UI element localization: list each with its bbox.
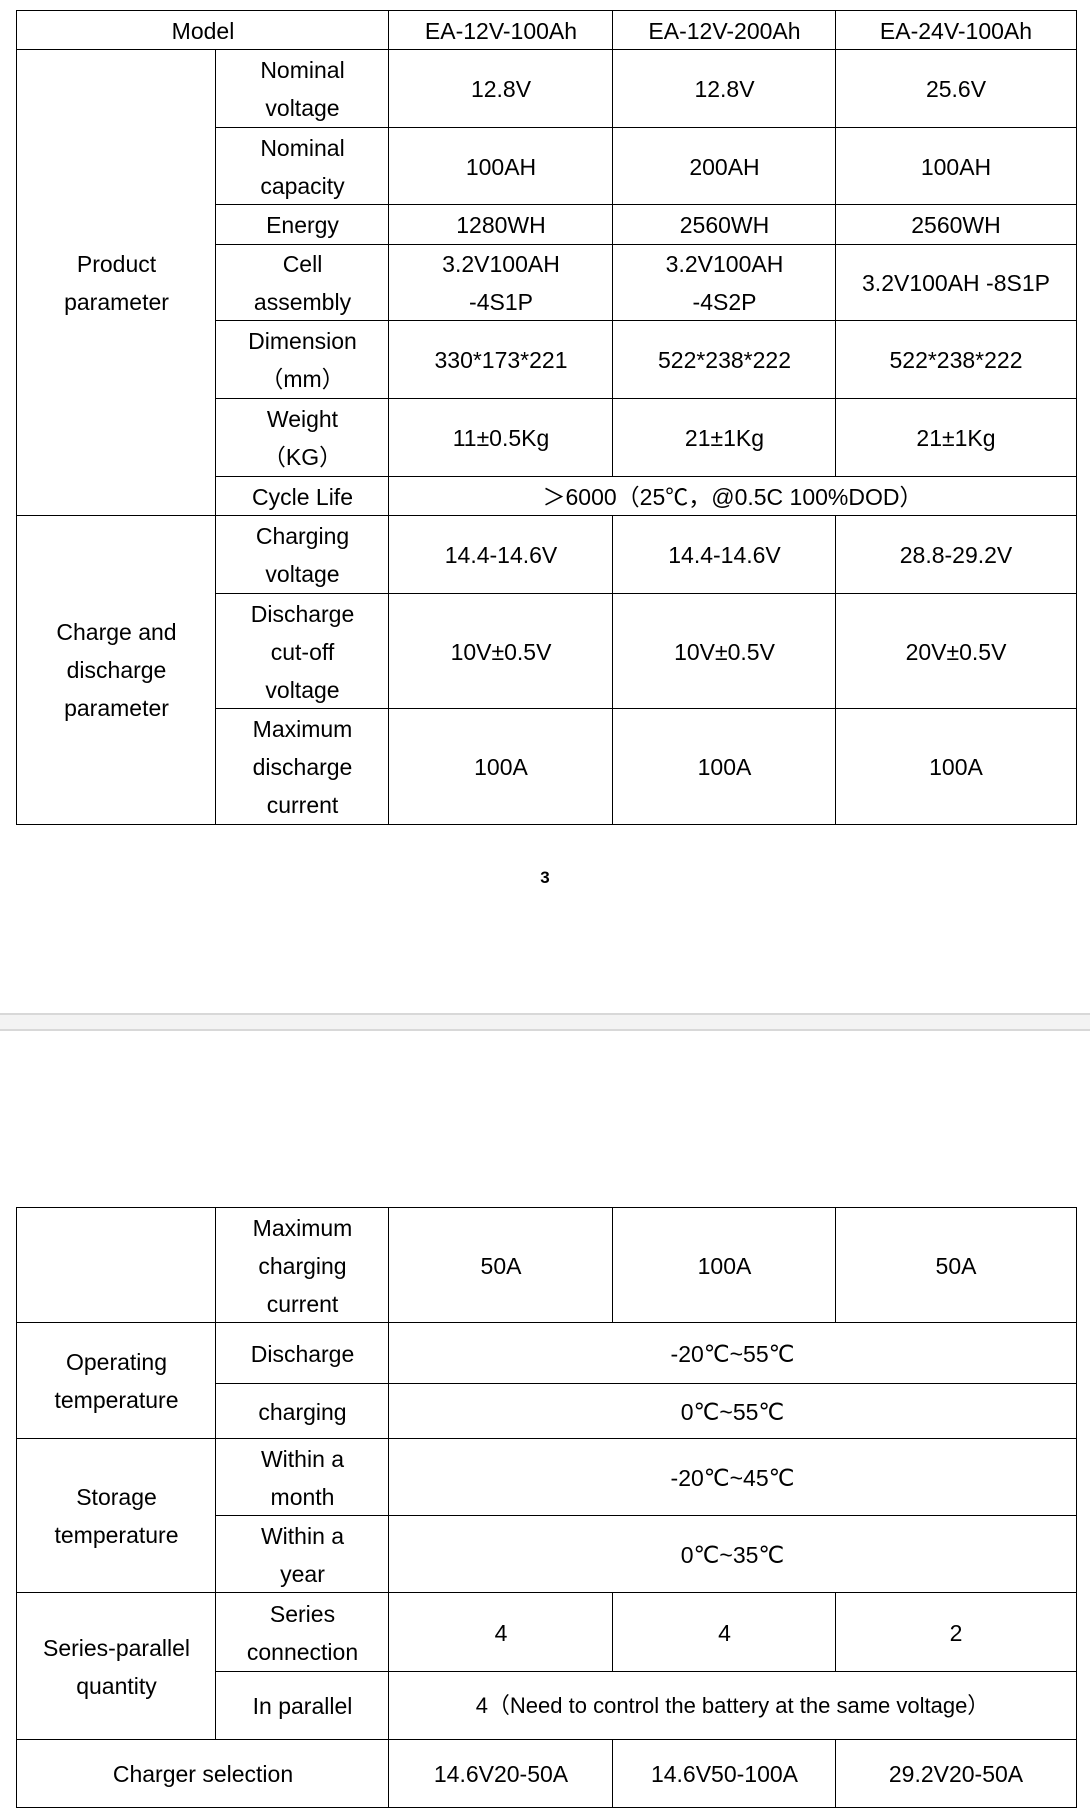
row-label: Within a month xyxy=(215,1438,390,1517)
row-label: Within a year xyxy=(215,1515,390,1594)
group-operating-temperature: Operating temperature xyxy=(16,1322,217,1440)
cell: 11±0.5Kg xyxy=(388,398,614,478)
cell: 10V±0.5V xyxy=(612,593,837,710)
header-model-1: EA-12V-100Ah xyxy=(388,10,614,51)
row-label: In parallel xyxy=(215,1671,390,1741)
row-label: Series connection xyxy=(215,1592,390,1673)
header-model: Model xyxy=(16,10,390,51)
cell: -20℃~55℃ xyxy=(388,1322,1077,1385)
page-number: 3 xyxy=(540,868,550,887)
cell: 14.6V50-100A xyxy=(612,1739,837,1808)
cell: 1280WH xyxy=(388,204,614,246)
cell: 100AH xyxy=(835,127,1077,206)
cycle-life-value: ＞6000（25℃，@0.5C 100%DOD） xyxy=(388,476,1077,517)
row-label-charger: Charger selection xyxy=(16,1739,390,1808)
cell: 0℃~35℃ xyxy=(388,1515,1077,1594)
cell: 14.6V20-50A xyxy=(388,1739,614,1808)
cell: 2560WH xyxy=(835,204,1077,246)
cell: 21±1Kg xyxy=(612,398,837,478)
cell: 20V±0.5V xyxy=(835,593,1077,710)
row-label: Dimension （mm） xyxy=(215,320,390,400)
cell: 12.8V xyxy=(612,49,837,129)
cell: 10V±0.5V xyxy=(388,593,614,710)
row-label: Nominal voltage xyxy=(215,49,390,129)
group-product-parameter: Product parameter xyxy=(16,49,217,517)
cell: 2560WH xyxy=(612,204,837,246)
cell: 3.2V100AH -4S1P xyxy=(388,244,614,322)
cell: 100A xyxy=(388,708,614,825)
row-label: Nominal capacity xyxy=(215,127,390,206)
cell: 100AH xyxy=(388,127,614,206)
cell: 100A xyxy=(612,1207,837,1324)
cell: 200AH xyxy=(612,127,837,206)
empty-cell xyxy=(16,1207,217,1324)
page-separator xyxy=(0,1013,1090,1031)
cell: 522*238*222 xyxy=(835,320,1077,400)
row-label: Discharge xyxy=(215,1322,390,1385)
group-series-parallel: Series-parallel quantity xyxy=(16,1592,217,1741)
cell: 522*238*222 xyxy=(612,320,837,400)
cell: 50A xyxy=(388,1207,614,1324)
header-model-2: EA-12V-200Ah xyxy=(612,10,837,51)
group-storage-temperature: Storage temperature xyxy=(16,1438,217,1594)
group-charge-discharge: Charge and discharge parameter xyxy=(16,515,217,825)
row-label: Maximum charging current xyxy=(215,1207,390,1324)
cell: 12.8V xyxy=(388,49,614,129)
row-label: Energy xyxy=(215,204,390,246)
cell: 330*173*221 xyxy=(388,320,614,400)
row-label: Cell assembly xyxy=(215,244,390,322)
cell: 4（Need to control the battery at the sam… xyxy=(388,1671,1077,1741)
row-label: Maximum discharge current xyxy=(215,708,390,825)
cell: 4 xyxy=(388,1592,614,1673)
cell: -20℃~45℃ xyxy=(388,1438,1077,1517)
cell: 4 xyxy=(612,1592,837,1673)
cell: 3.2V100AH -4S2P xyxy=(612,244,837,322)
row-label: charging xyxy=(215,1383,390,1440)
cell: 28.8-29.2V xyxy=(835,515,1077,595)
cell: 3.2V100AH -8S1P xyxy=(835,244,1077,322)
cell: 25.6V xyxy=(835,49,1077,129)
cell: 50A xyxy=(835,1207,1077,1324)
row-label: Charging voltage xyxy=(215,515,390,595)
cell: 14.4-14.6V xyxy=(612,515,837,595)
cell: 21±1Kg xyxy=(835,398,1077,478)
cell: 100A xyxy=(612,708,837,825)
cell: 0℃~55℃ xyxy=(388,1383,1077,1440)
cell: 100A xyxy=(835,708,1077,825)
row-label: Weight （KG） xyxy=(215,398,390,478)
cell: 29.2V20-50A xyxy=(835,1739,1077,1808)
cell: 2 xyxy=(835,1592,1077,1673)
row-label: Discharge cut-off voltage xyxy=(215,593,390,710)
row-label-cycle-life: Cycle Life xyxy=(215,476,390,517)
header-model-3: EA-24V-100Ah xyxy=(835,10,1077,51)
cell: 14.4-14.6V xyxy=(388,515,614,595)
